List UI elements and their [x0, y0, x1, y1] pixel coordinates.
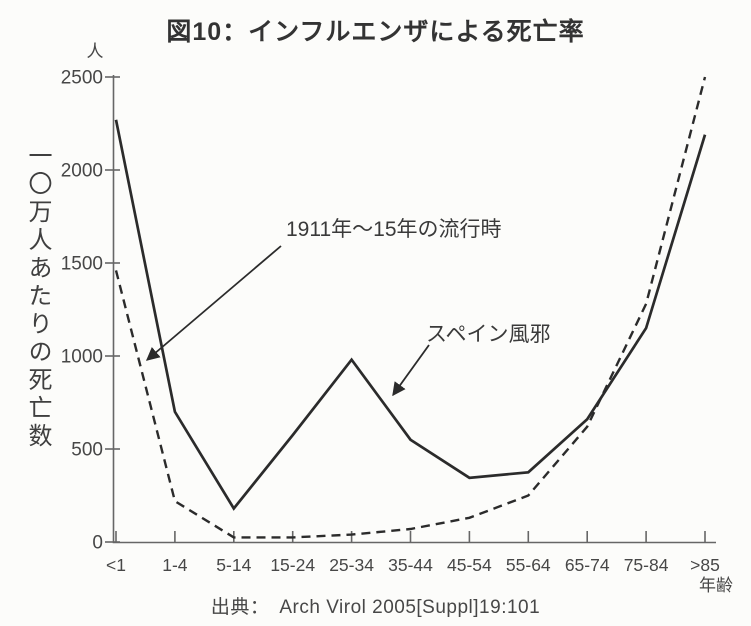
x-axis-tick-label: 1-4: [162, 555, 188, 575]
series-line-1911-epidemic: [114, 76, 707, 539]
axis-lines: [112, 75, 716, 544]
x-axis-tick-label: 35-44: [388, 555, 433, 575]
x-axis-tick-label: 65-74: [565, 555, 610, 575]
annotation-arrow-1911: [145, 245, 282, 361]
source-citation: 出典： Arch Virol 2005[Suppl]19:101: [0, 592, 751, 619]
annotation-arrow-spanish-flu: [392, 344, 430, 397]
y-axis-tick-label: 2000: [61, 161, 103, 182]
x-axis-tick-label: 75-84: [624, 555, 669, 575]
x-axis-tick-label: 55-64: [506, 555, 551, 575]
y-axis-tick-label: 1500: [61, 254, 103, 275]
y-axis-tick-label: 1000: [61, 347, 103, 368]
chart-title: 図10：インフルエンザによる死亡率: [166, 18, 585, 46]
x-axis-tick-label: 45-54: [447, 555, 492, 575]
y-axis-tick-label: 0: [92, 533, 103, 554]
x-axis-tick-label: 25-34: [329, 555, 374, 575]
source-reference: Arch Virol 2005[Suppl]19:101: [279, 597, 541, 618]
y-axis-title: 一〇万人あたりの死亡数: [24, 143, 51, 451]
annotation-1911-epidemic-label: 1911年～15年の流行時: [286, 218, 502, 241]
annotation-spanish-flu-label: スペイン風邪: [426, 323, 551, 346]
y-axis-tick-label: 2500: [61, 68, 103, 89]
source-prefix: 出典：: [210, 597, 270, 618]
series-line-spanish-flu: [114, 119, 707, 511]
y-axis-tick-label: 500: [71, 440, 103, 461]
x-axis-tick-label: 15-24: [270, 555, 315, 575]
x-axis-tick-label: >85: [690, 555, 720, 575]
x-axis-tick-label: <1: [106, 555, 126, 575]
x-axis-unit-label: 年齢: [699, 576, 733, 595]
x-axis-tick-label: 5-14: [216, 555, 251, 575]
y-axis-unit-label: 人: [87, 42, 104, 61]
